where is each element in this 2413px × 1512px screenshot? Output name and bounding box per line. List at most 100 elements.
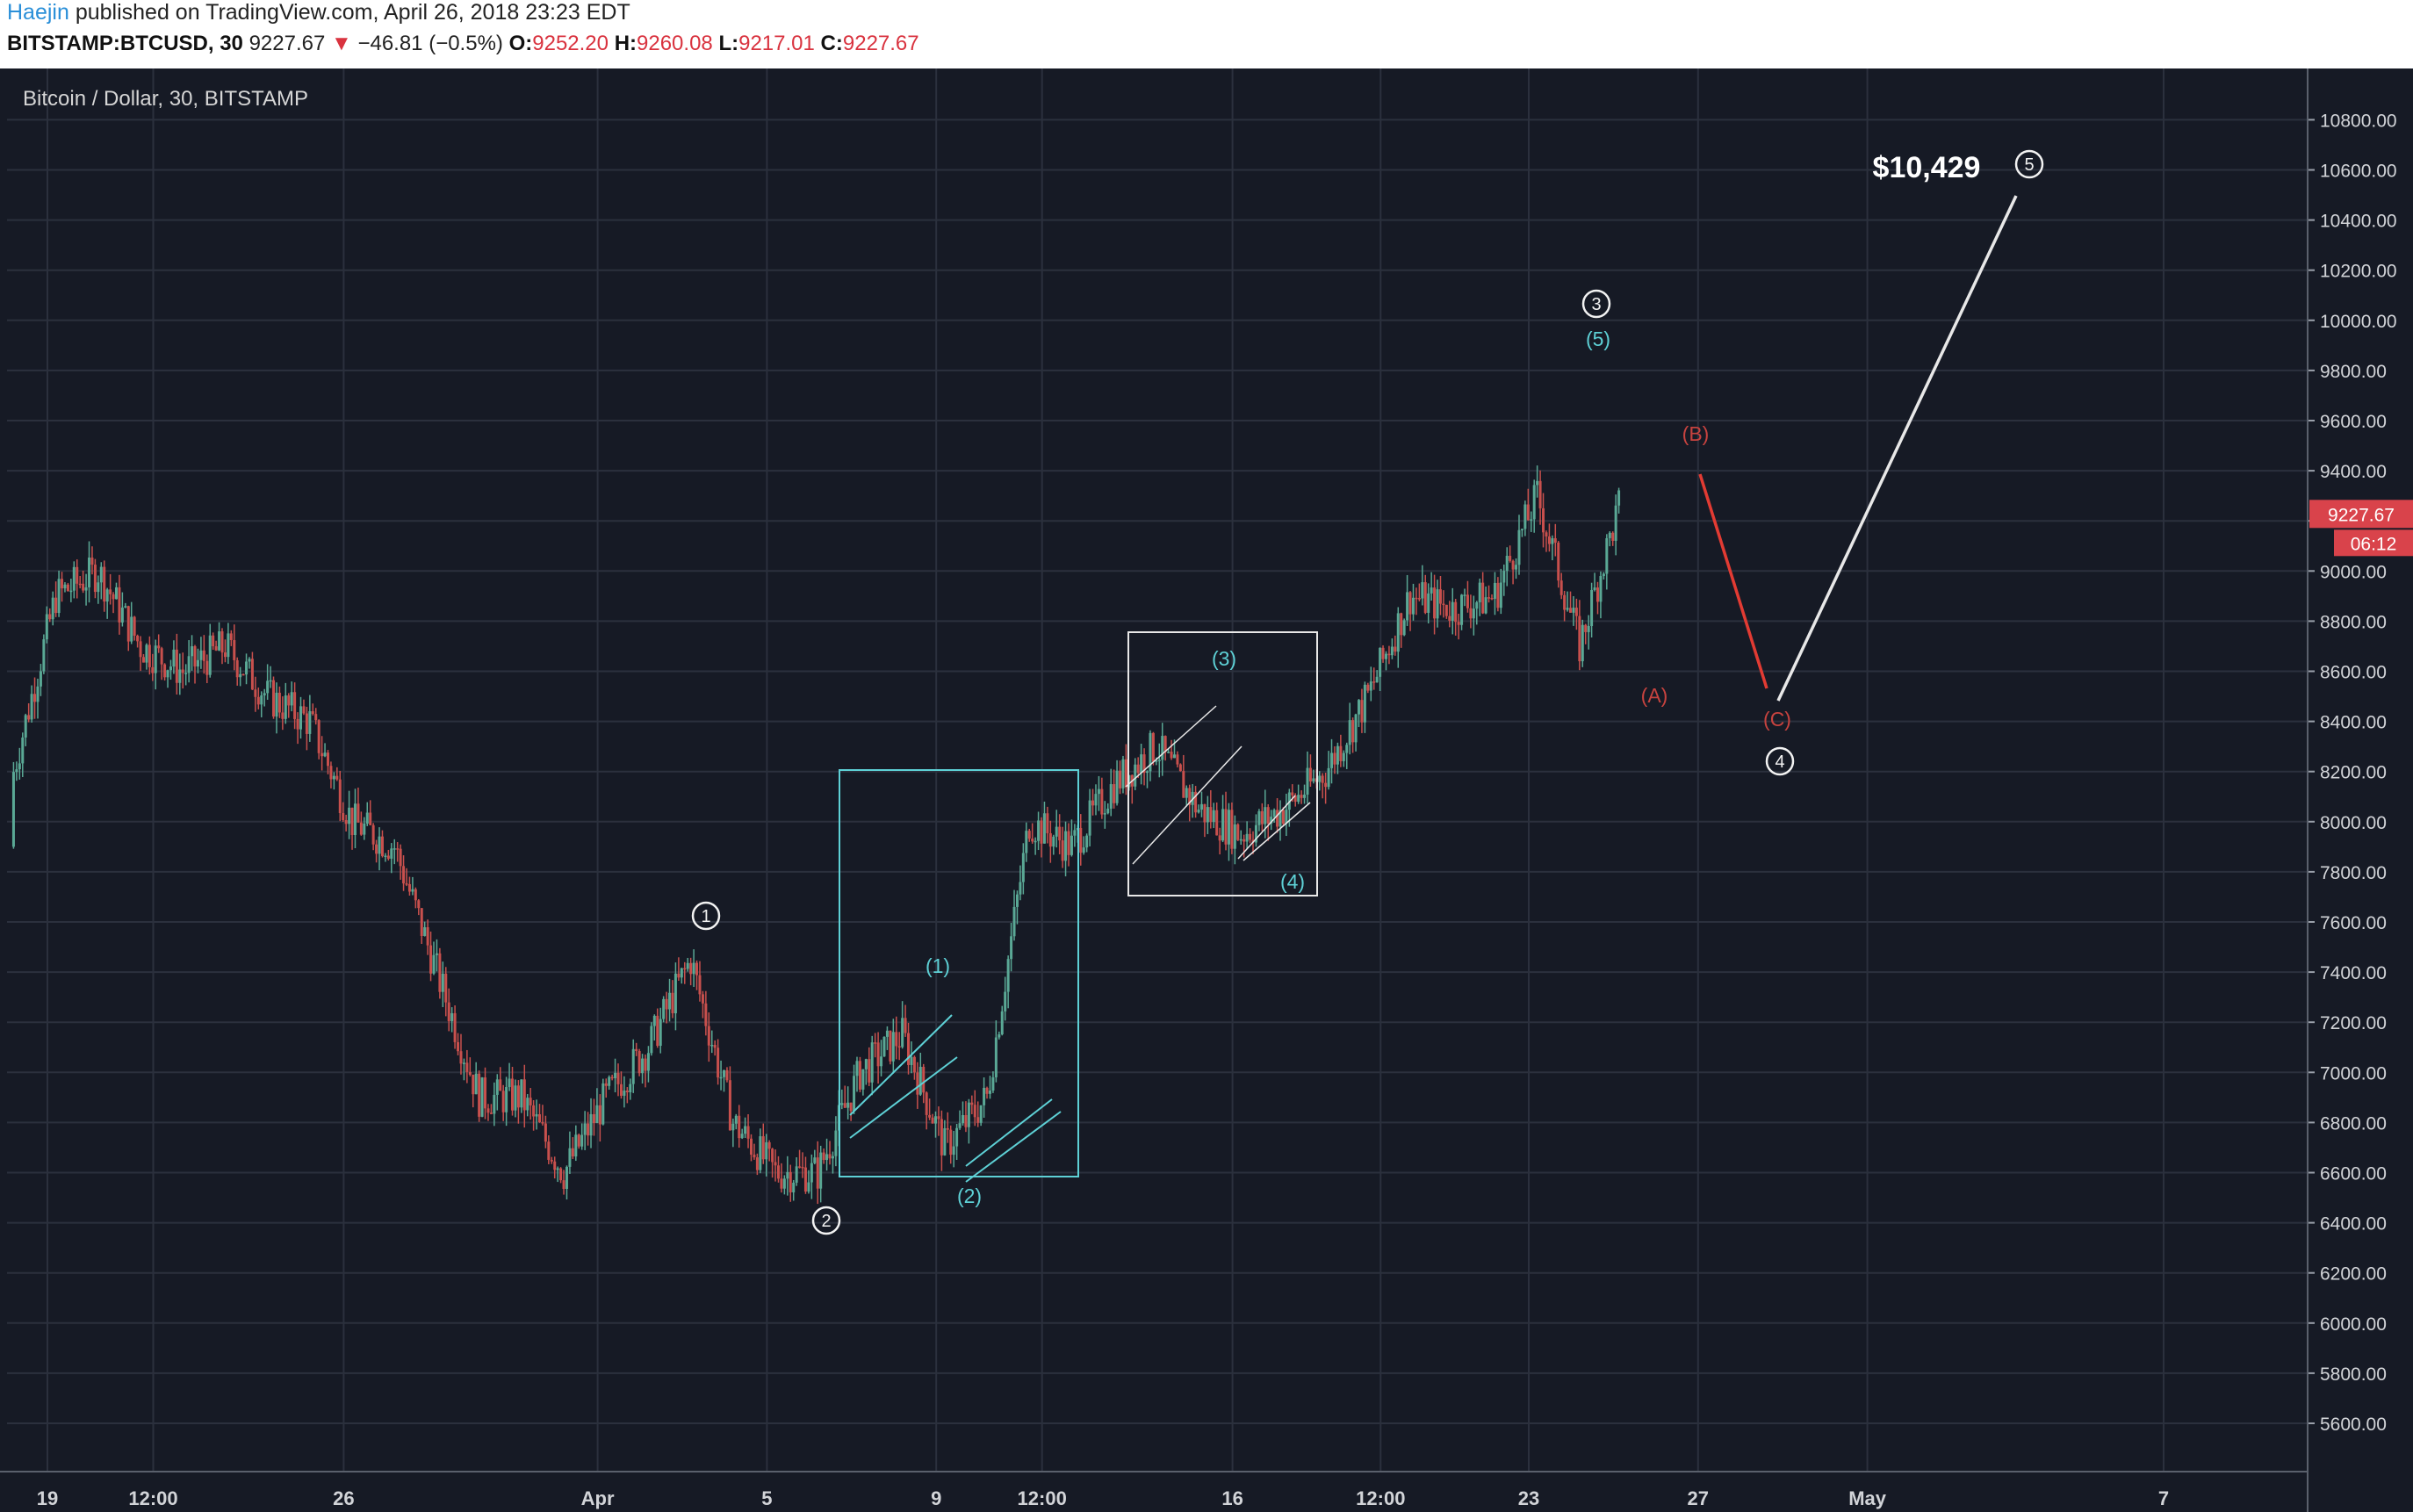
candle-body [208,635,212,675]
candle-body [728,1080,731,1131]
x-tick-label: 19 [37,1487,58,1509]
candle-body [1264,807,1267,824]
channel-line [965,1111,1062,1183]
candle-body [1390,646,1394,656]
candle-body [1206,807,1209,823]
y-tick-label: 7800.00 [2320,863,2387,883]
candle-body [1163,736,1167,752]
candle-body [184,673,188,674]
candle-body [459,1051,463,1064]
candle-body [36,686,40,702]
candle-body [489,1112,493,1114]
candle-body [1194,791,1198,813]
candle-body [18,763,21,770]
candle-body [438,953,442,992]
chart-header: Haejin published on TradingView.com, Apr… [0,0,2413,68]
candle-body [1233,824,1236,849]
candle-body [260,695,263,705]
candle-body [955,1127,959,1147]
candle-body [344,819,348,824]
candle-body [99,566,103,583]
candle-body [1394,646,1397,652]
candle-body [870,1042,874,1083]
candle-body [444,973,448,1003]
candle-body [256,696,260,705]
candle-body [57,579,61,614]
candle-body [1004,991,1007,1012]
candle-body [1574,608,1578,616]
candle-body [526,1098,529,1111]
candle-body [1478,582,1481,602]
candle-body [1157,760,1161,761]
candle-body [738,1115,741,1139]
author-link[interactable]: Haejin [7,0,69,25]
candle-body [1073,830,1077,836]
candle-body [662,998,666,1019]
candle-body [314,714,318,721]
projection-line-red [1698,473,1768,689]
candle-body [807,1182,810,1192]
symbol-label[interactable]: BITSTAMP:BTCUSD, 30 [7,32,243,55]
candle-body [1442,603,1445,606]
candle-body [1293,795,1297,803]
candle-body [1015,894,1019,907]
candle-body [985,1087,989,1094]
open-label: O: [508,32,533,55]
candle-body [1358,700,1361,715]
candle-body [82,583,85,591]
candle-body [97,582,100,593]
candle-body [895,1032,898,1047]
candle-body [1595,587,1599,602]
candle-body [792,1182,796,1192]
candle-body [946,1127,949,1130]
candle-body [1448,616,1451,621]
candle-body [698,975,702,995]
y-tick-label: 8000.00 [2320,813,2387,833]
close-label: C: [820,32,843,55]
candle-body [126,606,130,642]
candle-body [798,1166,802,1168]
candle-body [701,994,704,1004]
candle-body [42,639,46,672]
candle-body [266,680,270,694]
candle-body [1593,587,1596,590]
candle-body [193,646,197,667]
candle-body [1599,576,1603,602]
candle-body [227,633,230,658]
candle-body [1312,778,1315,781]
candle-body [93,565,97,593]
candle-body [967,1102,970,1127]
candle-body [1082,847,1085,853]
candle-body [731,1123,735,1131]
candle-body [910,1056,913,1065]
candle-body [493,1094,496,1114]
candle-body [1303,794,1307,798]
candle-body [1103,813,1106,815]
candle-body [105,589,109,602]
candle-body [120,607,124,623]
candle-body [359,822,363,835]
candle-body [241,673,245,676]
candle-body [24,715,27,738]
candle-body [574,1134,578,1157]
candle-body [348,807,351,824]
candle-body [63,584,67,589]
x-tick-label: 12:00 [128,1487,177,1509]
grid [7,68,2308,1472]
candle-body [1523,504,1527,529]
candle-body [112,594,115,600]
candle-body [136,635,140,642]
candle-body [311,711,314,715]
candle-body [652,1015,656,1026]
candle-body [1551,538,1554,544]
candle-body [580,1134,584,1147]
candle-body [665,998,668,1010]
candle-body [357,803,360,823]
candle-body [39,671,42,687]
candle-body [350,807,354,836]
price-tag [2309,500,2413,529]
candle-body [187,656,191,673]
candle-body [11,772,15,847]
candle-body [27,715,31,720]
